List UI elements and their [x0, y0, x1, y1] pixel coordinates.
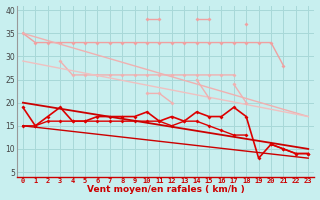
X-axis label: Vent moyen/en rafales ( km/h ): Vent moyen/en rafales ( km/h ): [87, 185, 244, 194]
